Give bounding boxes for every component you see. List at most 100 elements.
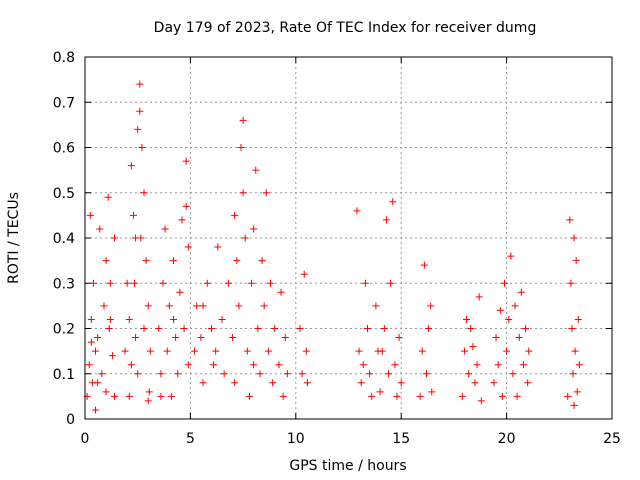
data-point xyxy=(231,211,239,219)
data-point xyxy=(170,257,178,265)
data-point xyxy=(570,401,578,409)
data-point xyxy=(393,392,401,400)
data-point xyxy=(422,370,430,378)
x-tick-label: 10 xyxy=(287,431,305,447)
data-point xyxy=(361,279,369,287)
data-point xyxy=(163,347,171,355)
data-point xyxy=(492,334,500,342)
data-point xyxy=(237,144,245,151)
data-point xyxy=(140,325,148,332)
data-point xyxy=(125,392,133,400)
data-point xyxy=(167,392,175,400)
data-point xyxy=(382,216,390,224)
x-tick-label: 5 xyxy=(186,431,195,447)
data-point xyxy=(102,257,110,265)
data-point xyxy=(207,325,215,332)
data-point xyxy=(220,370,228,378)
data-point xyxy=(260,302,268,310)
data-point xyxy=(252,166,260,174)
data-point xyxy=(245,392,253,400)
data-point xyxy=(144,397,152,405)
data-point xyxy=(138,144,146,151)
data-point xyxy=(214,243,222,251)
data-point xyxy=(121,347,129,355)
data-point xyxy=(357,379,365,387)
data-point xyxy=(490,379,498,387)
data-point xyxy=(108,352,116,360)
data-point xyxy=(134,370,142,378)
data-point xyxy=(475,293,483,301)
data-point xyxy=(86,211,94,219)
x-tick-label: 15 xyxy=(392,431,410,447)
y-axis-label: ROTI / TECUs xyxy=(6,192,22,284)
y-tick-label: 0.1 xyxy=(53,367,75,383)
data-point xyxy=(391,361,399,369)
data-point xyxy=(199,302,207,310)
data-point xyxy=(567,279,575,287)
plot-border xyxy=(84,56,613,420)
data-point xyxy=(525,347,533,355)
data-point xyxy=(458,392,466,400)
data-point xyxy=(172,334,180,342)
data-point xyxy=(368,392,376,400)
data-point xyxy=(165,302,173,310)
data-point xyxy=(283,370,291,378)
data-point xyxy=(471,379,479,387)
x-tick-label: 0 xyxy=(81,431,90,447)
data-point xyxy=(174,370,182,378)
data-point xyxy=(269,379,277,387)
data-point xyxy=(144,302,152,310)
data-point xyxy=(572,257,580,265)
data-point xyxy=(92,406,100,414)
data-point xyxy=(224,279,232,287)
data-point xyxy=(566,216,574,224)
data-point xyxy=(509,370,517,378)
data-point xyxy=(425,325,433,332)
data-point xyxy=(203,279,211,287)
x-tick-label: 20 xyxy=(498,431,516,447)
y-tick-label: 0.2 xyxy=(53,322,75,338)
data-point xyxy=(250,361,258,369)
data-point xyxy=(210,361,218,369)
data-point xyxy=(161,225,169,233)
data-point xyxy=(519,361,527,369)
data-point xyxy=(511,302,519,310)
y-tick-label: 0.6 xyxy=(53,141,75,157)
data-point xyxy=(353,207,361,215)
data-point xyxy=(428,388,436,396)
data-point xyxy=(296,325,304,332)
grid-lines xyxy=(85,57,612,419)
data-point xyxy=(184,361,192,369)
data-point xyxy=(372,302,380,310)
data-point xyxy=(134,125,142,133)
data-point xyxy=(132,234,140,242)
data-point xyxy=(416,392,424,400)
data-point xyxy=(376,388,384,396)
data-point xyxy=(254,325,262,332)
data-point xyxy=(193,302,201,310)
data-point xyxy=(477,397,485,405)
data-point xyxy=(385,370,393,378)
data-point xyxy=(180,325,188,332)
data-point xyxy=(267,279,275,287)
data-point xyxy=(184,243,192,251)
data-point xyxy=(218,315,226,323)
data-point xyxy=(264,347,272,355)
data-point xyxy=(235,302,243,310)
data-point xyxy=(505,315,513,323)
data-point xyxy=(271,325,279,332)
y-tick-label: 0.5 xyxy=(53,186,75,202)
data-point xyxy=(182,202,190,210)
y-tick-label: 0.8 xyxy=(53,50,75,66)
data-point xyxy=(104,193,112,201)
data-point xyxy=(243,347,251,355)
data-point xyxy=(568,325,576,332)
data-point xyxy=(574,315,582,323)
data-point xyxy=(279,392,287,400)
data-point xyxy=(127,162,135,170)
data-point xyxy=(136,80,144,88)
data-point xyxy=(142,257,150,265)
data-point xyxy=(256,370,264,378)
data-point xyxy=(494,361,502,369)
data-point xyxy=(277,288,285,296)
